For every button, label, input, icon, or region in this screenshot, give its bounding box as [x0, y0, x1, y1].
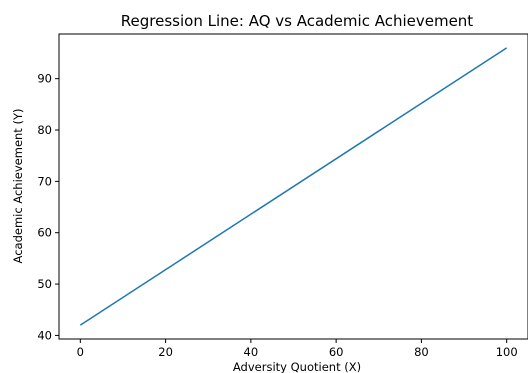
- y-tick-label: 70: [37, 174, 52, 188]
- x-axis-label: Adversity Quotient (X): [233, 360, 361, 373]
- y-tick-label: 40: [37, 328, 52, 342]
- y-tick-label: 80: [37, 123, 52, 137]
- x-tick-label: 40: [244, 345, 259, 359]
- x-tick-label: 60: [329, 345, 344, 359]
- x-tick-label: 80: [414, 345, 429, 359]
- x-tick-label: 0: [77, 345, 84, 359]
- y-tick-label: 90: [37, 72, 52, 86]
- regression-line: [79, 47, 508, 326]
- y-axis: 40 50 60 70 80 90: [37, 72, 59, 342]
- y-axis-label: Academic Achievement (Y): [11, 109, 25, 264]
- series-layer: [79, 47, 508, 326]
- y-tick-label: 50: [37, 277, 52, 291]
- x-axis: 0 20 40 60 80 100: [77, 339, 518, 359]
- plot-frame: [58, 33, 528, 340]
- chart-title: Regression Line: AQ vs Academic Achievem…: [121, 12, 474, 30]
- y-tick-label: 60: [37, 226, 52, 240]
- x-tick-label: 20: [158, 345, 173, 359]
- x-tick-label: 100: [496, 345, 518, 359]
